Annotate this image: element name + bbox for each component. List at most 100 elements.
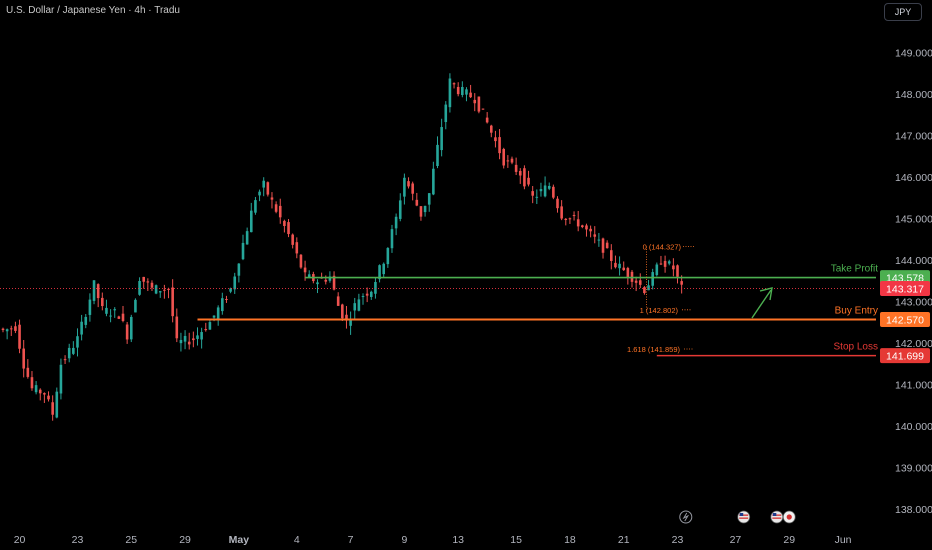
candle-body: [245, 231, 249, 245]
price-tick-label: 141.000: [895, 380, 932, 392]
candle-body: [411, 183, 414, 194]
us-flag-stripe: [739, 514, 749, 516]
candle-body: [552, 186, 555, 198]
candle-body: [316, 282, 319, 285]
time-tick-label: 29: [783, 534, 795, 546]
price-tick-label: 144.000: [895, 255, 932, 267]
candle-body: [618, 263, 621, 269]
candle-body: [461, 86, 464, 96]
candle-body: [47, 395, 50, 400]
projection-arrow: [751, 287, 773, 319]
candle-body: [192, 338, 195, 341]
level-price-text: 141.699: [886, 351, 924, 363]
candle-body: [527, 177, 530, 185]
candle-body: [605, 242, 609, 249]
fib-label: 1.618 (141.859): [627, 345, 680, 354]
us-flag-stripe: [772, 514, 782, 516]
candle-body: [163, 289, 166, 291]
price-tick-label: 138.000: [895, 504, 932, 516]
flash-icon-bolt: [682, 512, 690, 522]
candle-body: [26, 367, 30, 377]
level-price-tag: [880, 348, 930, 364]
candle-body: [415, 199, 419, 206]
candle-body: [212, 315, 216, 318]
candle-body: [196, 335, 199, 339]
candle-body: [539, 189, 543, 192]
candle-body: [34, 385, 38, 393]
candle-body: [291, 234, 294, 245]
candle-body: [109, 315, 112, 317]
candle-body: [568, 218, 572, 220]
candle-body: [659, 263, 663, 265]
level-label: Stop Loss: [834, 342, 878, 353]
candle-body: [262, 180, 265, 188]
candle-body: [303, 267, 307, 273]
candle-body: [506, 160, 510, 162]
time-tick-label: 9: [401, 534, 407, 546]
candle-body: [436, 144, 439, 166]
level-label: Take Profit: [831, 264, 878, 275]
candle-body: [386, 248, 390, 265]
candle-body: [651, 272, 654, 286]
arrow-head: [759, 287, 773, 301]
us-flag-canton: [739, 513, 744, 516]
candle-body: [101, 297, 104, 307]
candle-body: [154, 285, 158, 294]
candle-body: [142, 276, 145, 282]
candle-body: [403, 177, 406, 197]
fib-label: 1 (142.802): [640, 306, 679, 315]
candle-body: [72, 347, 75, 354]
candle-body: [341, 304, 344, 319]
candle-body: [357, 299, 361, 311]
candle-body: [638, 280, 642, 285]
price-tick-label: 149.000: [895, 48, 932, 60]
candle-body: [610, 250, 613, 261]
candle-body: [394, 216, 398, 229]
candle-body: [175, 316, 179, 339]
jp-flag-sun: [786, 514, 792, 520]
candle-body: [229, 288, 232, 292]
candle-body: [287, 222, 290, 235]
fib-layer: 0 (144.327) 1 (142.802) 1.618 (141.859): [627, 243, 694, 354]
candle-body: [448, 78, 452, 108]
candle-body: [1, 328, 5, 331]
candle-body: [233, 276, 237, 290]
candle-body: [407, 181, 410, 187]
us-flag-stripe: [739, 517, 749, 519]
candle-body: [518, 170, 522, 176]
candle-body: [473, 99, 477, 104]
candle-body: [423, 205, 427, 213]
candles-layer: [1, 73, 683, 421]
candle-body: [663, 260, 667, 267]
time-tick-label: Jun: [835, 534, 852, 546]
candle-body: [576, 219, 580, 227]
candle-body: [444, 104, 448, 123]
time-tick-label: 23: [672, 534, 684, 546]
currency-button[interactable]: JPY: [884, 3, 922, 21]
candle-body: [121, 313, 125, 322]
candle-body: [134, 299, 137, 313]
candle-body: [146, 281, 150, 283]
price-axis[interactable]: 149.000 148.000 147.000 146.000 145.000 144.0…: [895, 48, 932, 517]
price-tick-label: 139.000: [895, 463, 932, 475]
candle-body: [481, 108, 485, 110]
time-axis[interactable]: 20 23 25 29 May 4 7 9 13 15 18 21 23 27 29 Jun: [14, 534, 852, 546]
candle-body: [564, 218, 568, 221]
candle-body: [328, 276, 332, 281]
candle-body: [105, 307, 108, 314]
level-price-tag: [880, 311, 930, 327]
candle-body: [672, 265, 675, 270]
us-flag-canton: [772, 513, 777, 516]
candle-body: [510, 158, 514, 163]
candle-body: [390, 229, 394, 249]
price-tick-label: 148.000: [895, 89, 932, 101]
candle-body: [221, 298, 224, 312]
candle-body: [96, 284, 100, 299]
candle-body: [158, 291, 162, 293]
candle-body: [51, 402, 54, 415]
us-flag-icon: [737, 510, 751, 524]
candle-body: [597, 239, 601, 241]
candle-body: [676, 265, 679, 277]
